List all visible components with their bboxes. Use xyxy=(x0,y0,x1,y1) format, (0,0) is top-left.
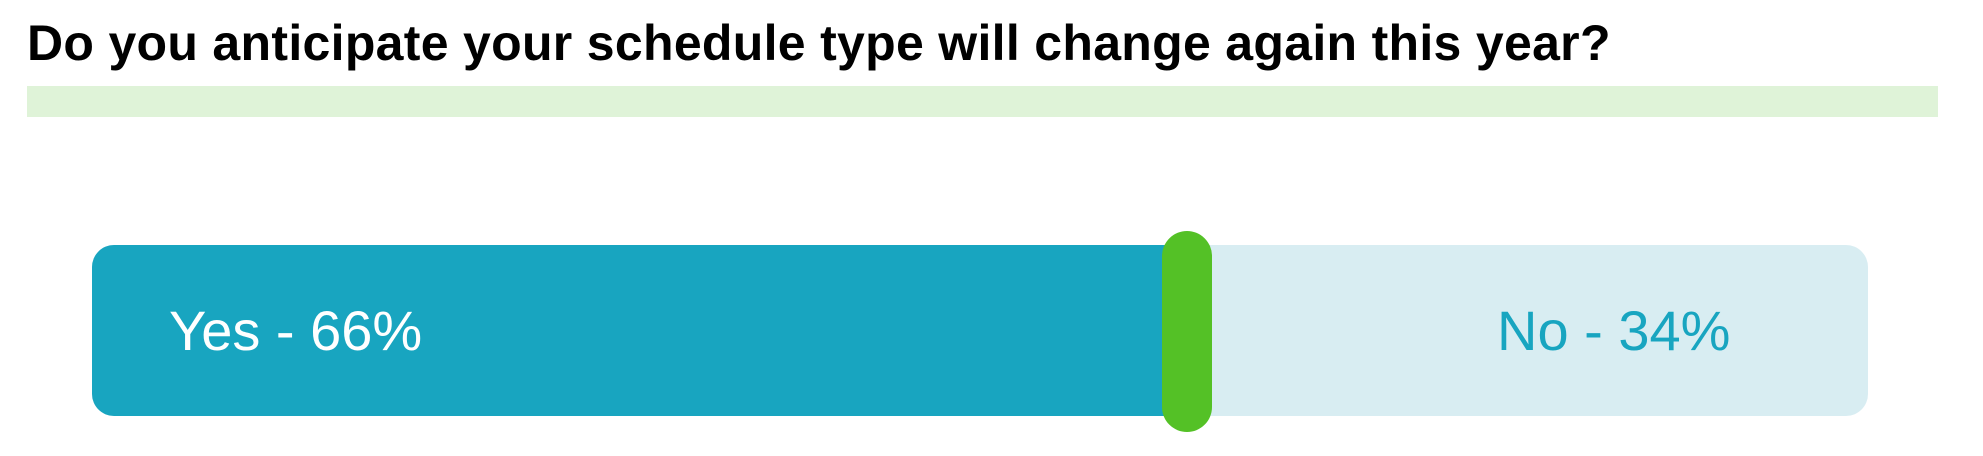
bar-divider-handle xyxy=(1162,231,1212,432)
stacked-bar-track xyxy=(92,245,1868,416)
label-yes: Yes - 66% xyxy=(169,299,423,362)
title-underline-band xyxy=(27,86,1938,117)
label-no: No - 34% xyxy=(1497,299,1731,362)
chart-title: Do you anticipate your schedule type wil… xyxy=(27,15,1611,71)
bar-segment-yes xyxy=(92,245,1186,416)
